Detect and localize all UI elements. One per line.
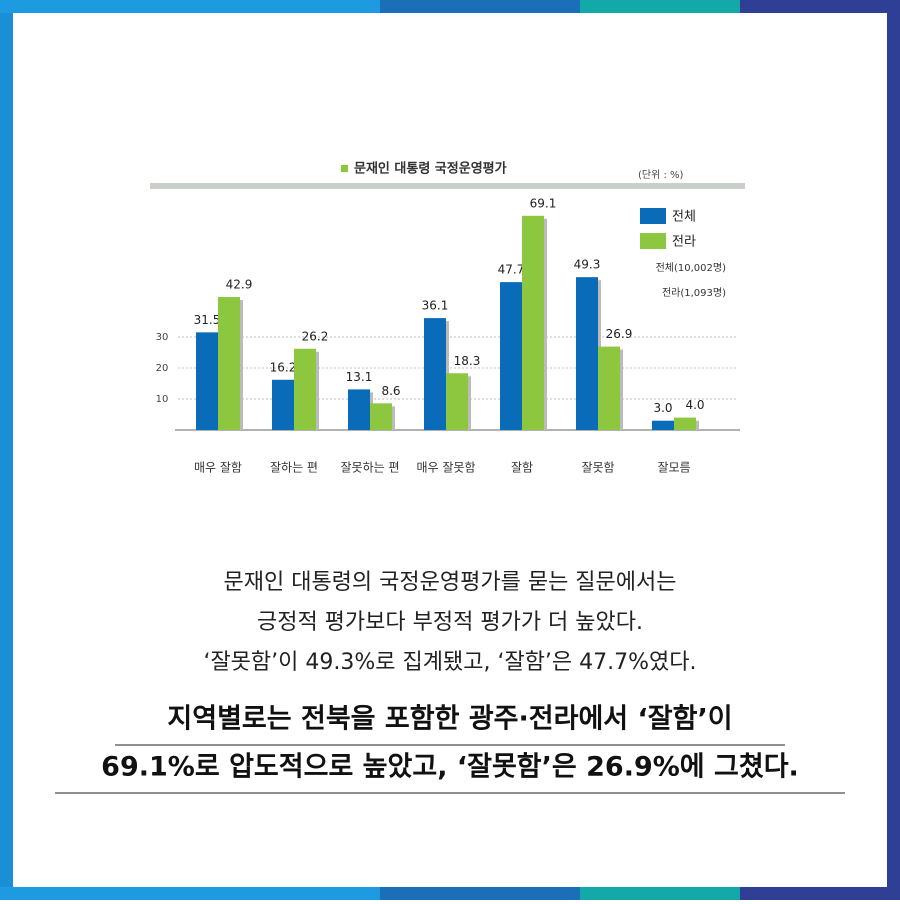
value-label: 26.9: [606, 327, 633, 341]
highlight-line: 69.1%로 압도적으로 높았고, ‘잘못함’은 26.9%에 그쳤다.: [101, 752, 799, 783]
body-line: 문재인 대통령의 국정운영평가를 묻는 질문에서는: [223, 570, 676, 595]
legend-note: 전체(10,002명): [656, 262, 726, 274]
value-label: 3.0: [653, 401, 672, 415]
x-tick-label: 잘함: [511, 461, 533, 475]
bar: [424, 318, 446, 430]
y-tick-label: 30: [156, 332, 169, 343]
bar: [522, 215, 544, 430]
x-tick-label: 매우 잘못함: [416, 461, 475, 475]
title-bullet: [341, 165, 348, 172]
value-label: 18.3: [454, 354, 481, 368]
bar: [674, 417, 696, 430]
body-line: 긍정적 평가보다 부정적 평가가 더 높았다.: [257, 610, 643, 635]
x-tick-label: 매우 잘함: [194, 461, 242, 475]
bar: [370, 403, 392, 430]
value-label: 49.3: [574, 258, 601, 272]
value-label: 69.1: [530, 196, 557, 210]
value-label: 31.5: [194, 313, 221, 327]
header-band: [150, 183, 745, 189]
value-label: 36.1: [422, 299, 449, 313]
bar: [196, 332, 218, 430]
x-tick-label: 잘못하는 편: [340, 461, 399, 475]
border-left: [0, 0, 13, 900]
chart-title: 문재인 대통령 국정운영평가: [354, 161, 507, 177]
legend-note: 전라(1,093명): [662, 287, 726, 299]
bar: [294, 348, 316, 430]
legend-swatch: [640, 208, 666, 224]
y-tick-label: 10: [156, 394, 169, 405]
x-tick-label: 잘하는 편: [270, 461, 318, 475]
value-label: 8.6: [381, 384, 400, 398]
legend-label: 전체: [672, 210, 696, 225]
unit-label: (단위 : %): [638, 168, 684, 181]
bar: [446, 373, 468, 430]
legend-swatch: [640, 233, 666, 249]
border-bottom: [0, 887, 900, 900]
value-label: 42.9: [226, 278, 253, 292]
border-right: [887, 0, 900, 900]
bar: [348, 389, 370, 430]
bar: [598, 346, 620, 430]
highlight-line: 지역별로는 전북을 포함한 광주·전라에서 ‘잘함’이: [167, 704, 732, 735]
bar: [500, 282, 522, 430]
legend-label: 전라: [672, 235, 696, 250]
x-tick-label: 잘모름: [657, 461, 690, 475]
bar: [272, 379, 294, 430]
bar: [576, 277, 598, 430]
y-tick-label: 20: [156, 363, 169, 374]
border-top: [0, 0, 900, 13]
body-line: ‘잘못함’이 49.3%로 집계됐고, ‘잘함’은 47.7%였다.: [203, 650, 696, 675]
value-label: 47.7: [498, 263, 525, 277]
value-label: 13.1: [346, 370, 373, 384]
value-label: 16.2: [270, 360, 297, 374]
bar: [652, 420, 674, 430]
value-label: 4.0: [685, 398, 704, 412]
x-tick-label: 잘못함: [581, 461, 614, 475]
bar: [218, 297, 240, 430]
value-label: 26.2: [302, 329, 329, 343]
